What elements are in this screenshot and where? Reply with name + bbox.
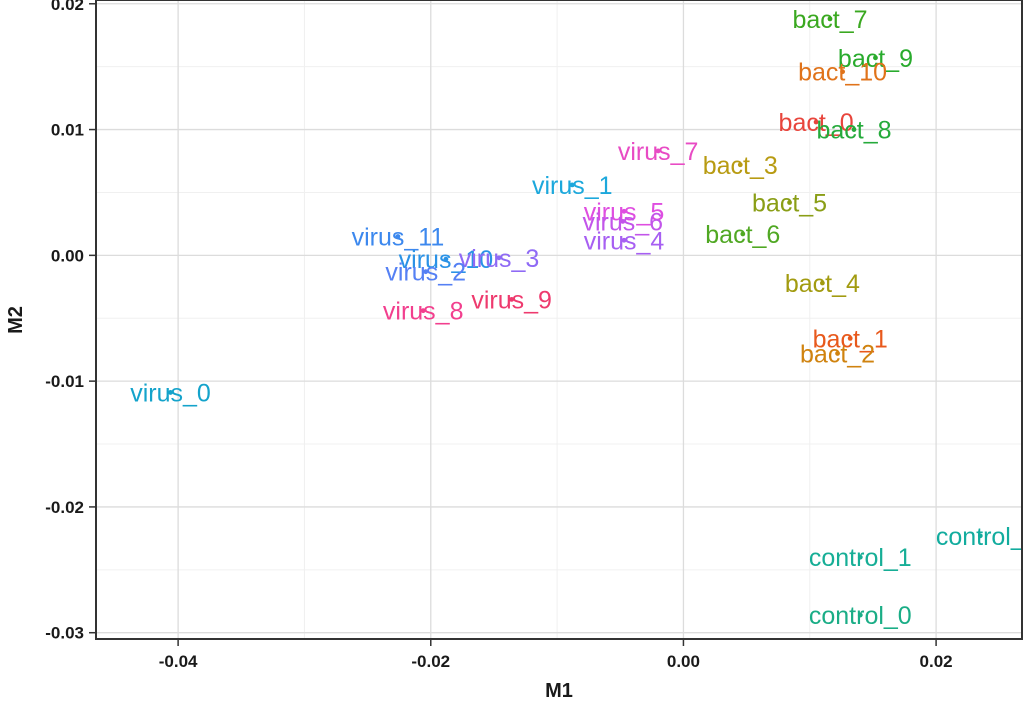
- plot-background: [96, 0, 1022, 639]
- point-label: virus_2: [385, 259, 466, 287]
- point-label: control_1: [809, 544, 912, 572]
- data-point: [857, 554, 863, 560]
- data-point: [621, 208, 627, 214]
- data-point: [787, 200, 792, 205]
- data-point: [819, 280, 825, 286]
- point-label: bact_10: [798, 59, 887, 87]
- data-point: [857, 612, 863, 618]
- point-label: virus_10: [399, 246, 494, 274]
- point-label: virus_0: [130, 379, 211, 407]
- y-tick-label: -0.01: [45, 372, 84, 391]
- point-label: bact_6: [705, 221, 780, 249]
- y-tick-label: 0.01: [51, 121, 84, 140]
- y-tick-label: -0.02: [45, 498, 84, 517]
- data-point: [620, 218, 626, 224]
- data-point: [847, 335, 853, 341]
- point-label: bact_8: [816, 117, 891, 145]
- point-label: virus_4: [584, 227, 665, 255]
- point-label: bact_1: [813, 325, 888, 353]
- x-tick-label: 0.00: [667, 652, 700, 671]
- y-tick-label: 0.00: [51, 246, 84, 265]
- point-label: bact_0: [779, 109, 854, 137]
- data-point: [496, 255, 502, 261]
- data-point: [420, 308, 426, 314]
- point-label: virus_8: [383, 298, 464, 326]
- y-tick-label: 0.02: [51, 0, 84, 14]
- point-label: control_: [936, 523, 1024, 551]
- point-label: bact_3: [703, 152, 778, 180]
- data-point: [395, 234, 401, 239]
- data-point: [835, 351, 840, 356]
- x-axis-ticks: -0.04 -0.02 0.00 0.02: [159, 639, 953, 671]
- y-axis-title: M2: [5, 306, 27, 334]
- point-label: virus_1: [532, 172, 613, 200]
- x-axis-title: M1: [545, 680, 573, 702]
- data-point: [740, 231, 746, 237]
- data-point: [621, 237, 627, 243]
- data-point: [168, 390, 173, 395]
- point-label: virus_7: [618, 138, 699, 166]
- data-point: [851, 127, 857, 132]
- data-point: [655, 148, 661, 154]
- data-point: [813, 119, 819, 125]
- data-point: [443, 256, 449, 262]
- point-label: virus_6: [582, 208, 663, 236]
- y-tick-label: -0.03: [45, 624, 84, 643]
- grid-lines: [96, 0, 1022, 639]
- data-point: [840, 69, 846, 75]
- point-label: bact_5: [752, 190, 827, 218]
- x-tick-label: -0.04: [159, 652, 198, 671]
- x-tick-label: 0.02: [920, 652, 953, 671]
- point-label: bact_9: [838, 45, 913, 73]
- data-point: [423, 269, 429, 275]
- point-label: control_0: [809, 602, 912, 630]
- x-tick-label: -0.02: [411, 652, 450, 671]
- data-point: [509, 296, 515, 302]
- data-point: [827, 16, 833, 22]
- data-point: [977, 533, 983, 539]
- data-point: [737, 162, 743, 168]
- point-label: bact_7: [792, 6, 867, 34]
- plot-border: [95, 0, 1023, 640]
- data-point: [873, 55, 878, 61]
- y-axis-ticks: 0.02 0.01 0.00 -0.01 -0.02 -0.03: [45, 0, 96, 643]
- point-label: virus_3: [459, 245, 540, 273]
- point-label: bact_4: [785, 270, 860, 298]
- point-label: bact_2: [800, 340, 875, 368]
- point-label: virus_11: [352, 223, 445, 251]
- point-label: virus_9: [471, 286, 552, 314]
- data-point: [569, 182, 575, 188]
